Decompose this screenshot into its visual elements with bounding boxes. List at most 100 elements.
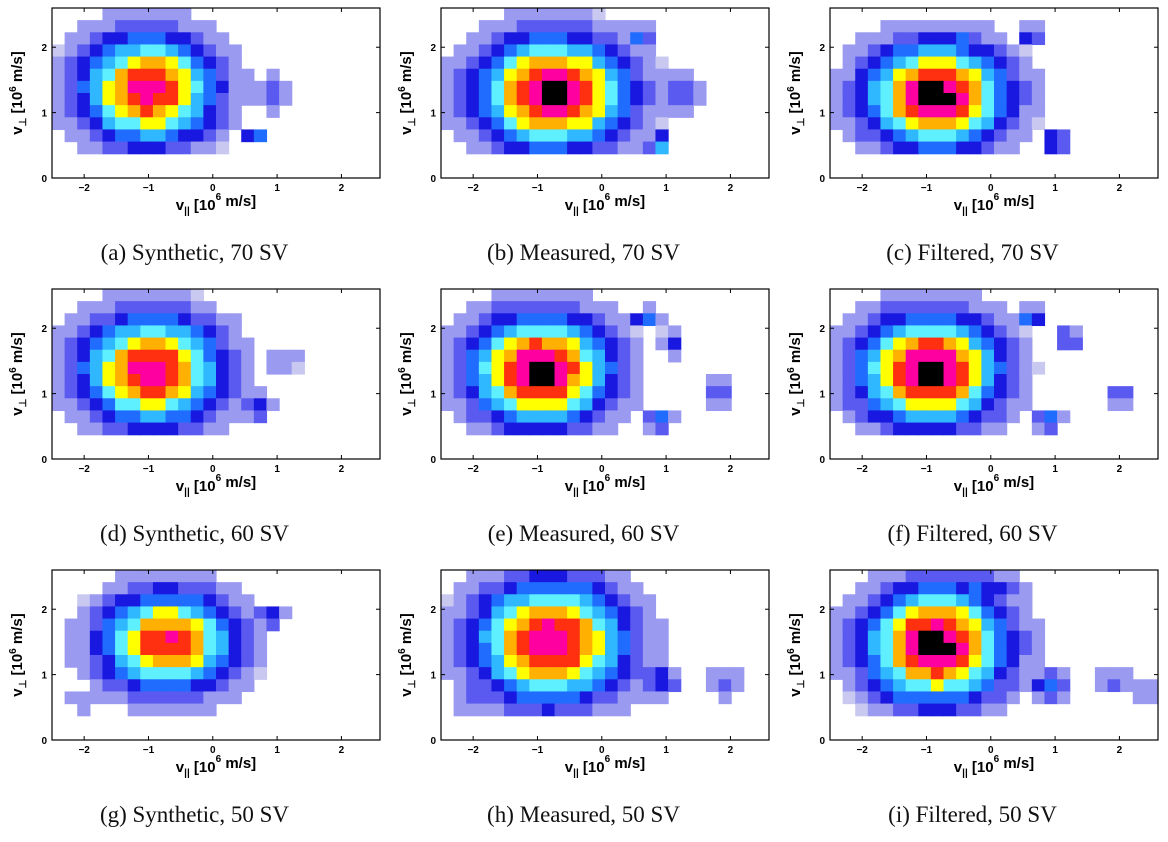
contour-cell — [668, 667, 682, 680]
contour-cell — [918, 313, 932, 327]
contour-cell — [855, 386, 869, 399]
contour-cell — [554, 20, 568, 33]
contour-cell — [140, 32, 154, 46]
contour-cell — [541, 93, 556, 106]
contour-cell — [994, 703, 1008, 717]
contour-cell — [165, 570, 179, 583]
contour-cell — [216, 117, 230, 131]
contour-cell — [190, 44, 204, 58]
contour-cell — [529, 117, 543, 131]
contour-cell — [642, 141, 657, 155]
contour-cell — [855, 129, 869, 143]
contour-cell — [478, 386, 493, 399]
contour-cell — [541, 313, 556, 327]
contour-cell — [1019, 105, 1033, 118]
contour-cell — [115, 422, 129, 436]
contour-cell — [89, 44, 104, 58]
contour-cell — [943, 117, 957, 131]
contour-cell — [617, 655, 631, 668]
contour-cell — [830, 630, 844, 644]
contour-cell — [516, 618, 530, 632]
contour-cell — [1006, 667, 1020, 680]
contour-cell — [579, 129, 593, 143]
contour-cell — [943, 80, 957, 94]
contour-cell — [617, 667, 631, 680]
contour-cell — [64, 313, 78, 327]
contour-cell — [905, 129, 919, 143]
contour-cell — [529, 361, 543, 375]
contour-cell — [516, 349, 530, 363]
contour-cell — [592, 337, 606, 351]
contour-cell — [981, 20, 995, 33]
contour-cell — [115, 386, 129, 399]
contour-cell — [178, 386, 192, 399]
x-tick-label: 0 — [210, 183, 216, 194]
contour-cell — [880, 349, 894, 363]
contour-cell — [981, 325, 995, 339]
x-tick-label: −2 — [78, 745, 90, 756]
contour-cell — [140, 386, 154, 399]
contour-cell — [453, 129, 467, 143]
contour-cell — [127, 20, 141, 33]
contour-cell — [127, 313, 141, 327]
contour-cell — [855, 80, 869, 94]
contour-cell — [642, 80, 657, 94]
contour-cell — [994, 44, 1008, 58]
contour-cell — [1006, 410, 1020, 424]
contour-cell — [453, 630, 467, 644]
contour-cell — [842, 594, 856, 608]
contour-cell — [842, 691, 856, 705]
contour-cell — [592, 570, 606, 583]
contour-cell — [605, 105, 619, 118]
contour-cell — [956, 667, 970, 680]
contour-cell — [190, 655, 204, 668]
contour-cell — [266, 361, 280, 375]
contour-cell — [516, 289, 530, 302]
contour-cell — [466, 422, 480, 436]
contour-cell — [981, 642, 995, 656]
contour-cell — [64, 691, 78, 705]
contour-cell — [140, 289, 154, 302]
contour-cell — [567, 313, 581, 327]
contour-cell — [216, 374, 230, 387]
contour-cell — [216, 325, 230, 339]
contour-cell — [541, 117, 556, 131]
contour-cell — [617, 398, 631, 412]
contour-cell — [466, 129, 480, 143]
contour-cell — [893, 386, 907, 399]
contour-cell — [994, 80, 1008, 94]
contour-cell — [1019, 93, 1033, 106]
contour-cell — [203, 80, 217, 94]
contour-cell — [668, 679, 682, 693]
contour-cell — [165, 141, 179, 155]
contour-cell — [592, 313, 606, 327]
contour-cell — [630, 68, 644, 82]
contour-cell — [554, 301, 568, 314]
contour-cell — [994, 301, 1008, 314]
contour-cell — [1031, 691, 1046, 705]
contour-cell — [579, 44, 593, 58]
contour-cell — [994, 606, 1008, 620]
contour-cell — [77, 410, 91, 424]
contour-cell — [541, 630, 556, 644]
contour-cell — [216, 691, 230, 705]
contour-cell — [190, 141, 204, 155]
x-tick-label: −2 — [856, 183, 868, 194]
contour-cell — [165, 594, 179, 608]
contour-cell — [567, 361, 581, 375]
contour-cell — [943, 105, 957, 118]
contour-cell — [466, 56, 480, 70]
contour-cell — [642, 606, 657, 620]
contour-cell — [943, 691, 957, 705]
contour-cell — [867, 703, 882, 717]
contour-cell — [855, 630, 869, 644]
contour-cell — [115, 679, 129, 693]
contour-cell — [178, 691, 192, 705]
contour-cell — [668, 105, 682, 118]
contour-cell — [504, 129, 518, 143]
contour-cell — [478, 32, 493, 46]
contour-cell — [1019, 386, 1033, 399]
contour-cell — [127, 129, 141, 143]
panel-a: −2 −1 0 1 2 0 1 2 v|| [106 m/s] v⊥ [106 m/s] (a) S… — [0, 0, 389, 280]
contour-cell — [1019, 32, 1033, 46]
